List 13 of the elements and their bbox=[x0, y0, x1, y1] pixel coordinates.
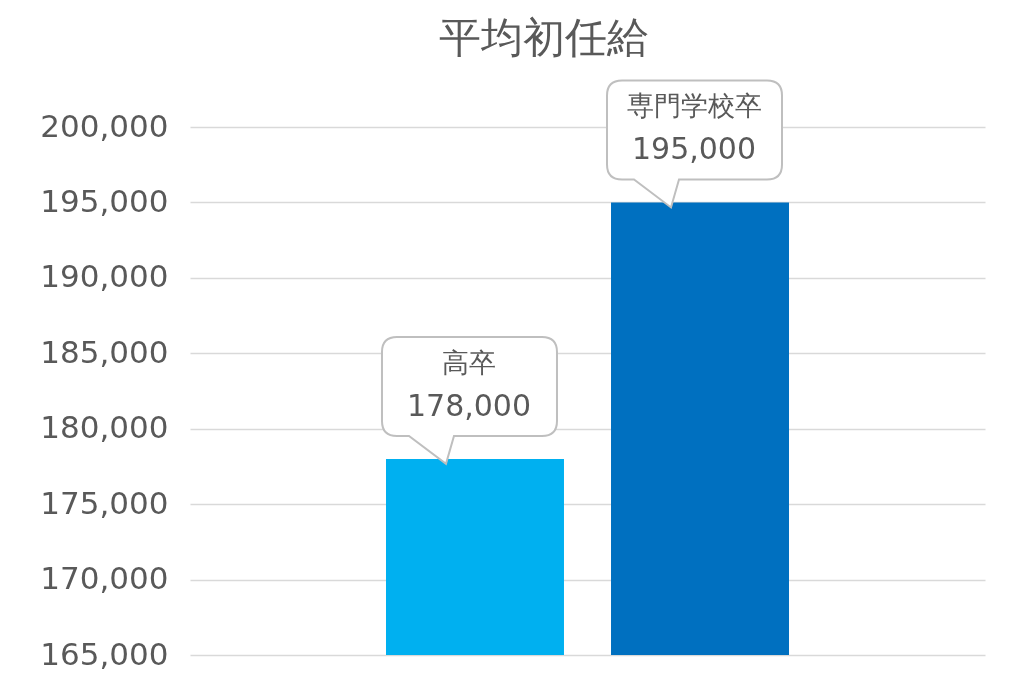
y-tick-label: 170,000 bbox=[40, 560, 169, 597]
y-tick-label: 175,000 bbox=[40, 484, 169, 521]
y-tick-label: 185,000 bbox=[40, 333, 169, 370]
chart-title: 平均初任給 bbox=[438, 13, 649, 63]
y-tick-label: 195,000 bbox=[40, 182, 169, 219]
y-tick-label: 200,000 bbox=[40, 107, 169, 144]
text: 高卒 bbox=[441, 346, 496, 378]
y-tick-label: 165,000 bbox=[40, 635, 169, 672]
data-label: 195,000 bbox=[631, 131, 757, 167]
text: 専門学校卒 bbox=[626, 90, 762, 122]
data-label: 178,000 bbox=[406, 387, 532, 423]
y-tick-label: 180,000 bbox=[40, 409, 169, 446]
y-tick-label: 190,000 bbox=[40, 258, 169, 295]
